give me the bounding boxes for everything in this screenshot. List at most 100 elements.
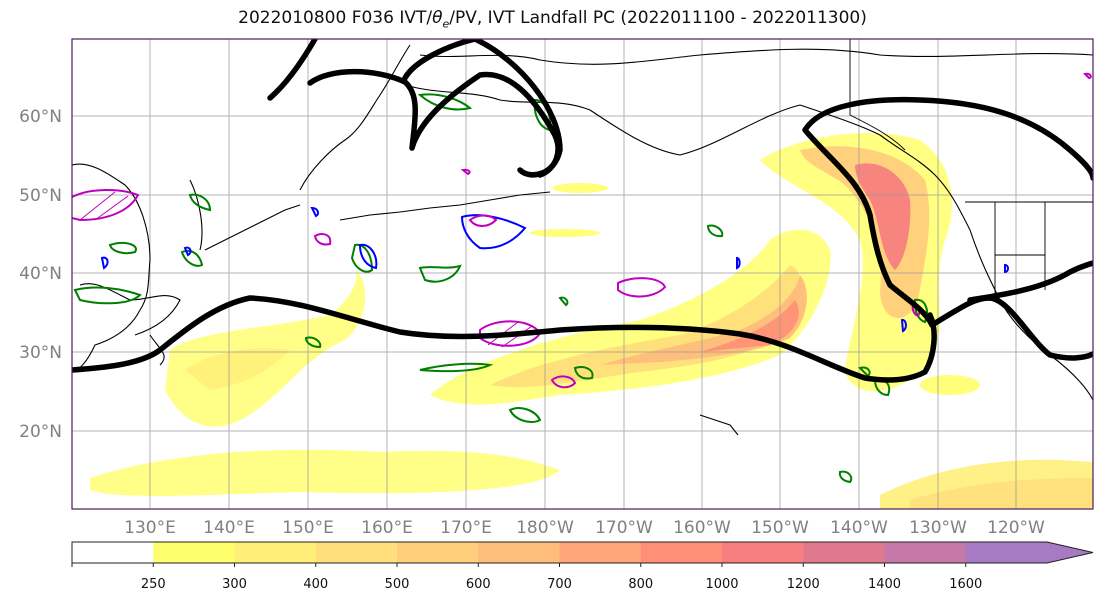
pv-high-ring xyxy=(72,188,140,222)
coast-hawaii xyxy=(699,414,739,436)
colorbar-label: 1000 xyxy=(705,577,738,592)
coast-asia xyxy=(72,163,151,373)
lon-label: 150°W xyxy=(751,518,809,538)
colorbar-label: 400 xyxy=(303,577,328,592)
colorbar: 250 300 400 500 600 700 800 1000 1200 1400 1600 xyxy=(71,541,1094,592)
colorbar-label: 1600 xyxy=(949,577,982,592)
longitude-labels: 130°E 140°E 150°E 160°E 170°E 180°W 170°W 160°W… xyxy=(124,518,1045,538)
lon-label: 160°W xyxy=(673,518,731,538)
thetae-ring xyxy=(304,336,322,349)
pv-ring xyxy=(736,256,741,270)
colorbar-extend-arrow xyxy=(1047,542,1093,563)
pc-contour-north-loop xyxy=(402,39,563,178)
colorbar-label: 600 xyxy=(466,577,491,592)
lon-label: 170°W xyxy=(595,518,653,538)
lon-label: 120°W xyxy=(987,518,1045,538)
coast-aleutians xyxy=(339,191,551,221)
border-state-lines xyxy=(994,202,1046,300)
lon-label: 140°W xyxy=(830,518,888,538)
pv-ring xyxy=(900,318,907,333)
graticule xyxy=(72,39,1093,509)
thetae-ring xyxy=(188,193,212,212)
ivt-ne-core xyxy=(855,163,911,270)
thetae-ring xyxy=(706,224,724,238)
ivt-band-southeast-inner xyxy=(910,478,1093,509)
lat-label: 50°N xyxy=(19,186,62,206)
latitude-labels: 60°N 50°N 40°N 30°N 20°N xyxy=(19,107,62,442)
pv-high-ring xyxy=(468,214,498,227)
pc-contour-east-loop xyxy=(802,96,1093,328)
lon-label: 180°W xyxy=(516,518,574,538)
pv-high-ring xyxy=(313,233,332,246)
colorbar-segment xyxy=(722,542,804,563)
ivt-ar-peak xyxy=(700,300,799,352)
map-frame xyxy=(71,38,1094,510)
thetae-ring xyxy=(73,286,142,305)
colorbar-segment xyxy=(965,542,1048,563)
lon-label: 130°W xyxy=(909,518,967,538)
ivt-patch-b xyxy=(530,229,600,237)
pv-high-ring xyxy=(460,168,471,176)
colorbar-outline xyxy=(71,541,1094,564)
colorbar-segment xyxy=(72,542,154,563)
thetae-ring xyxy=(417,93,473,111)
colorbar-segment xyxy=(559,542,642,563)
ivt-patch-a xyxy=(552,183,608,193)
pv-ring xyxy=(100,256,109,270)
thetae-ring xyxy=(558,296,569,307)
thetae-ring xyxy=(419,362,494,373)
pc-contour-east-lower xyxy=(929,260,1093,361)
lon-label: 170°E xyxy=(440,518,492,538)
colorbar-label: 700 xyxy=(547,577,572,592)
pc-contour-north xyxy=(267,39,561,178)
colorbar-segment xyxy=(640,542,723,563)
colorbar-label: 1400 xyxy=(868,577,901,592)
thetae-ring xyxy=(838,470,853,484)
border-alaska-canada xyxy=(849,39,906,151)
lon-label: 160°E xyxy=(361,518,413,538)
lon-label: 130°E xyxy=(124,518,176,538)
lat-label: 40°N xyxy=(19,264,62,284)
colorbar-label: 800 xyxy=(628,577,653,592)
ivt-ar-outer xyxy=(430,229,831,405)
colorbar-segment xyxy=(803,542,885,563)
pv-high-ring xyxy=(1082,72,1092,80)
colorbar-label: 300 xyxy=(222,577,247,592)
pv-high-ring xyxy=(550,375,577,389)
coast-alaska xyxy=(404,84,801,156)
thetae-ring xyxy=(350,243,374,273)
thetae-ring xyxy=(573,366,594,380)
pv-ring xyxy=(183,246,192,257)
pc-contour-zonal xyxy=(72,295,937,383)
colorbar-segment xyxy=(884,542,967,563)
pv-ring xyxy=(358,243,378,270)
coast-kuril xyxy=(204,204,301,251)
ivt-shading xyxy=(90,132,1093,509)
map-title: 2022010800 F036 IVT/θe/PV, IVT Landfall … xyxy=(238,8,867,31)
thetae-ring xyxy=(418,264,462,283)
thetae-ring xyxy=(508,407,542,423)
colorbar-segment xyxy=(315,542,398,563)
colorbar-label: 1200 xyxy=(787,577,820,592)
political-borders xyxy=(849,39,1093,300)
ivt-patch-c xyxy=(920,375,980,395)
lon-label: 150°E xyxy=(282,518,334,538)
lat-label: 20°N xyxy=(19,422,62,442)
pv-ring xyxy=(1004,263,1009,274)
ivt-ar-mid xyxy=(490,265,802,388)
pv-high-hatch xyxy=(79,191,129,221)
colorbar-segment xyxy=(397,542,479,563)
colorbar-label: 500 xyxy=(385,577,410,592)
lat-label: 30°N xyxy=(19,343,62,363)
ivt-band-south xyxy=(90,449,560,496)
thetae-ring xyxy=(108,242,137,255)
ivt-plume-west-inner xyxy=(185,348,290,390)
colorbar-label: 250 xyxy=(141,577,166,592)
thetae-ring xyxy=(180,249,204,267)
lat-label: 60°N xyxy=(19,107,62,127)
coast-arctic xyxy=(419,48,1093,65)
colorbar-segment xyxy=(153,542,235,563)
pc-contours xyxy=(72,39,1093,383)
lon-label: 140°E xyxy=(203,518,255,538)
